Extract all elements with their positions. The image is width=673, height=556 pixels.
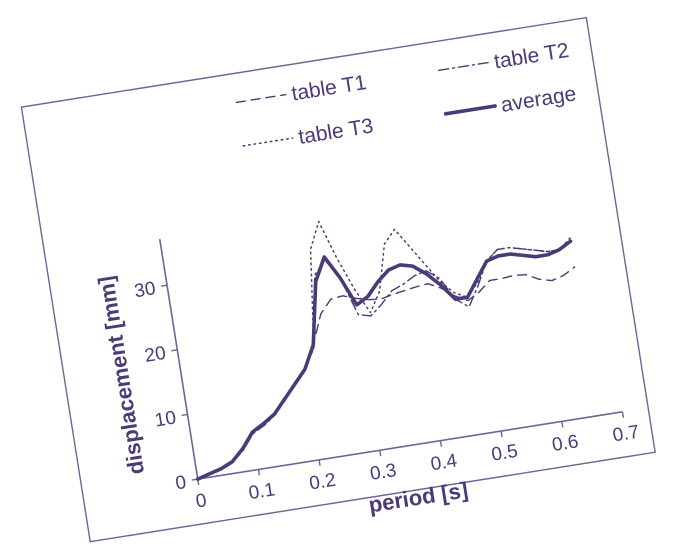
x-tick-mark bbox=[318, 459, 321, 466]
x-tick-label: 0.7 bbox=[611, 422, 640, 447]
y-tick-mark bbox=[181, 413, 188, 417]
legend-swatch bbox=[438, 61, 489, 72]
x-tick-label: 0 bbox=[194, 490, 208, 512]
x-tick-mark bbox=[561, 421, 564, 428]
y-tick-label: 0 bbox=[174, 472, 188, 494]
x-tick-label: 0.5 bbox=[490, 441, 519, 466]
y-tick-label: 10 bbox=[153, 407, 177, 431]
x-tick-label: 0.1 bbox=[247, 479, 276, 504]
legend-swatch bbox=[443, 104, 497, 116]
x-tick-label: 0.6 bbox=[551, 431, 580, 456]
y-axis-line bbox=[158, 238, 199, 480]
x-axis-line bbox=[197, 411, 623, 480]
legend-swatch bbox=[235, 93, 287, 104]
x-tick-mark bbox=[500, 430, 503, 438]
x-tick-mark bbox=[621, 411, 625, 418]
y-tick-mark bbox=[161, 284, 168, 287]
series-line-table-t3 bbox=[197, 220, 571, 480]
series-line-average bbox=[195, 239, 573, 481]
x-tick-label: 0.2 bbox=[308, 470, 337, 495]
x-tick-mark bbox=[257, 469, 261, 476]
x-tick-mark bbox=[439, 440, 443, 447]
chart-card bbox=[20, 16, 656, 543]
x-tick-label: 0.3 bbox=[369, 460, 398, 485]
x-tick-label: 0.4 bbox=[429, 450, 459, 475]
x-tick-mark bbox=[379, 450, 382, 457]
y-tick-label: 20 bbox=[143, 343, 167, 367]
y-tick-label: 30 bbox=[133, 278, 157, 302]
y-tick-mark bbox=[171, 349, 178, 352]
